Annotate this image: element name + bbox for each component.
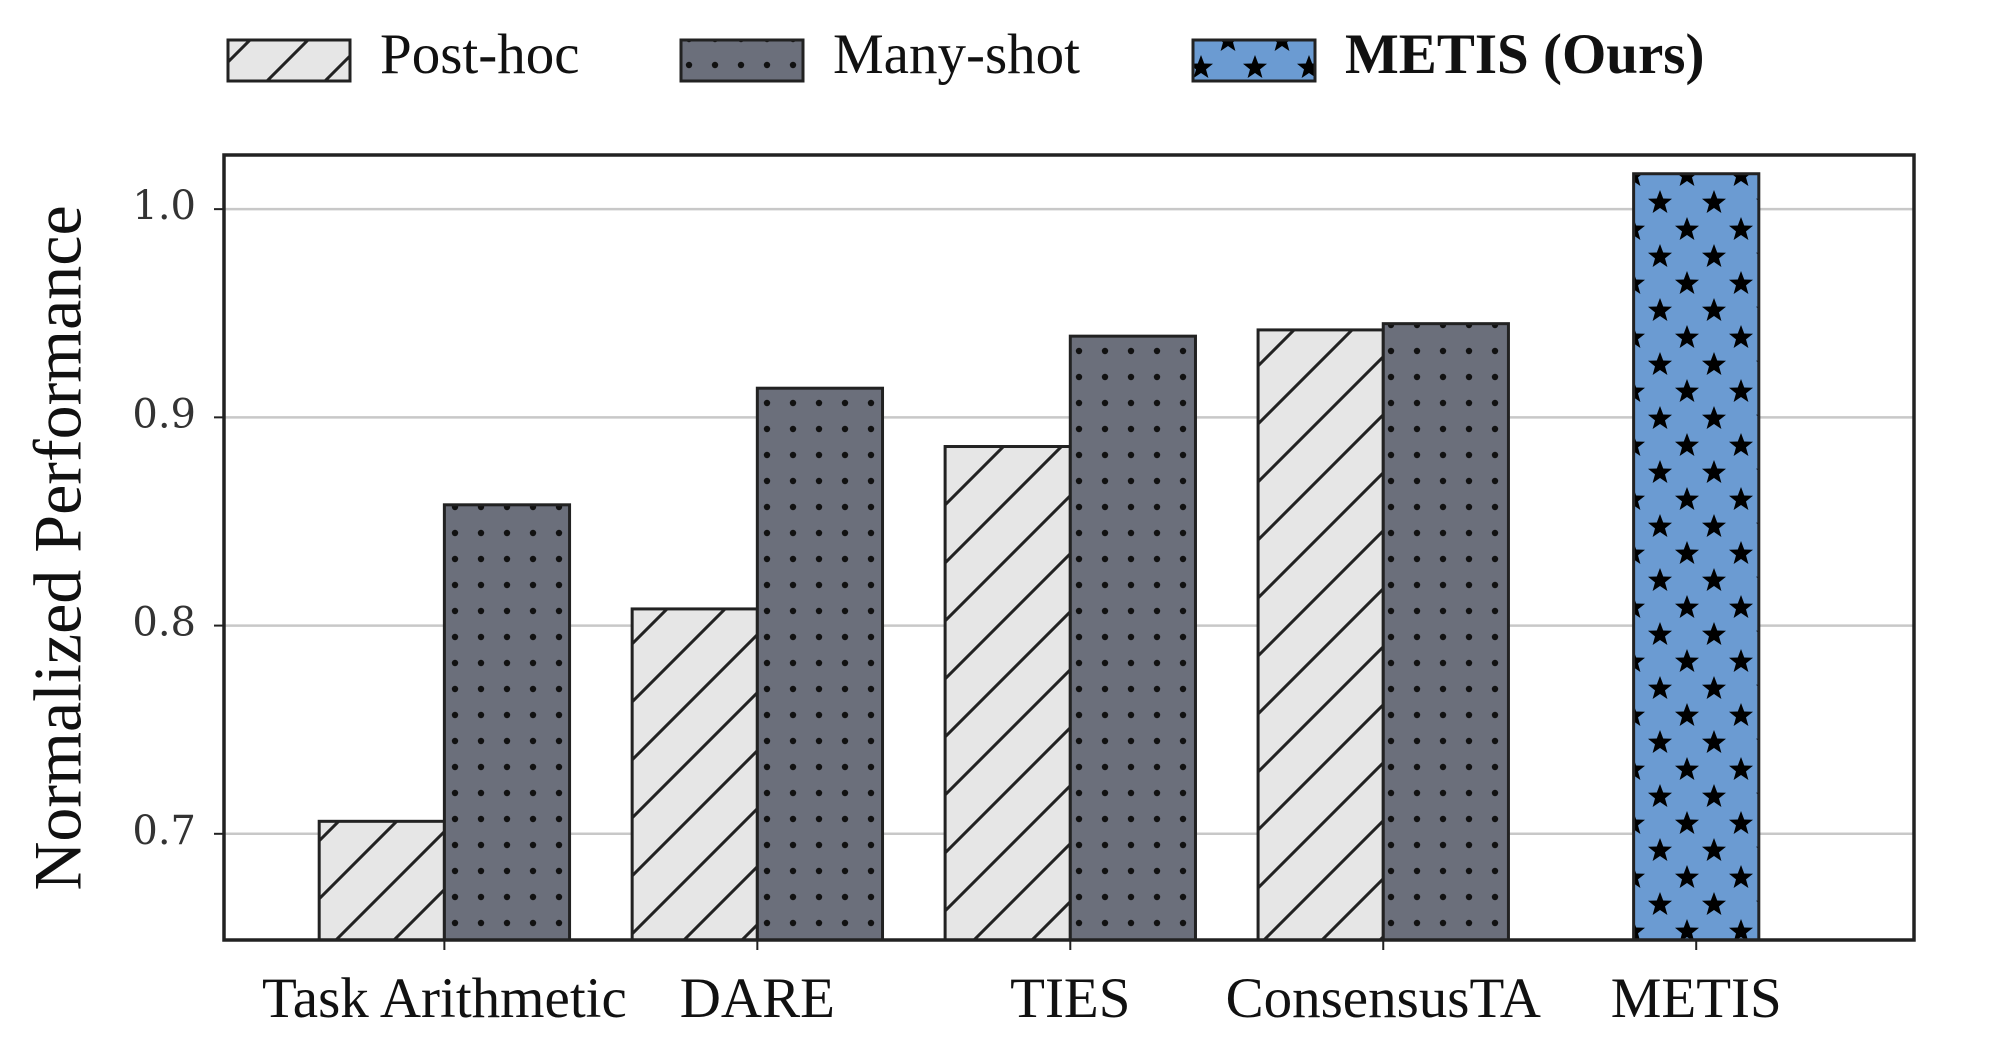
bar bbox=[630, 607, 759, 942]
x-tick-label: DARE bbox=[680, 967, 835, 1030]
plot-frame bbox=[222, 153, 1916, 942]
bar bbox=[1381, 322, 1510, 942]
x-tick-label: TIES bbox=[1010, 967, 1130, 1030]
legend-swatch bbox=[226, 38, 352, 83]
y-axis-label: Normalized Performance bbox=[20, 205, 96, 890]
bar bbox=[1068, 334, 1197, 942]
legend-swatch bbox=[679, 38, 805, 83]
y-tick-label: 0.9 bbox=[132, 391, 196, 437]
bar bbox=[317, 819, 446, 942]
y-tick-label: 0.7 bbox=[132, 808, 196, 854]
x-tick-label: METIS bbox=[1611, 967, 1782, 1030]
x-tick-label: ConsensusTA bbox=[1226, 967, 1541, 1030]
bar bbox=[755, 386, 885, 942]
bar bbox=[442, 503, 572, 942]
y-tick-label: 1.0 bbox=[132, 183, 196, 229]
bar bbox=[1632, 172, 1761, 942]
legend-label: METIS (Ours) bbox=[1345, 23, 1704, 86]
legend-label: Many-shot bbox=[833, 23, 1080, 86]
legend-label: Post-hoc bbox=[380, 23, 580, 86]
legend-swatch bbox=[1191, 38, 1317, 83]
bar bbox=[1256, 328, 1385, 942]
y-tick-label: 0.8 bbox=[132, 600, 196, 646]
x-tick-label: Task Arithmetic bbox=[262, 967, 627, 1030]
bar bbox=[943, 445, 1072, 942]
